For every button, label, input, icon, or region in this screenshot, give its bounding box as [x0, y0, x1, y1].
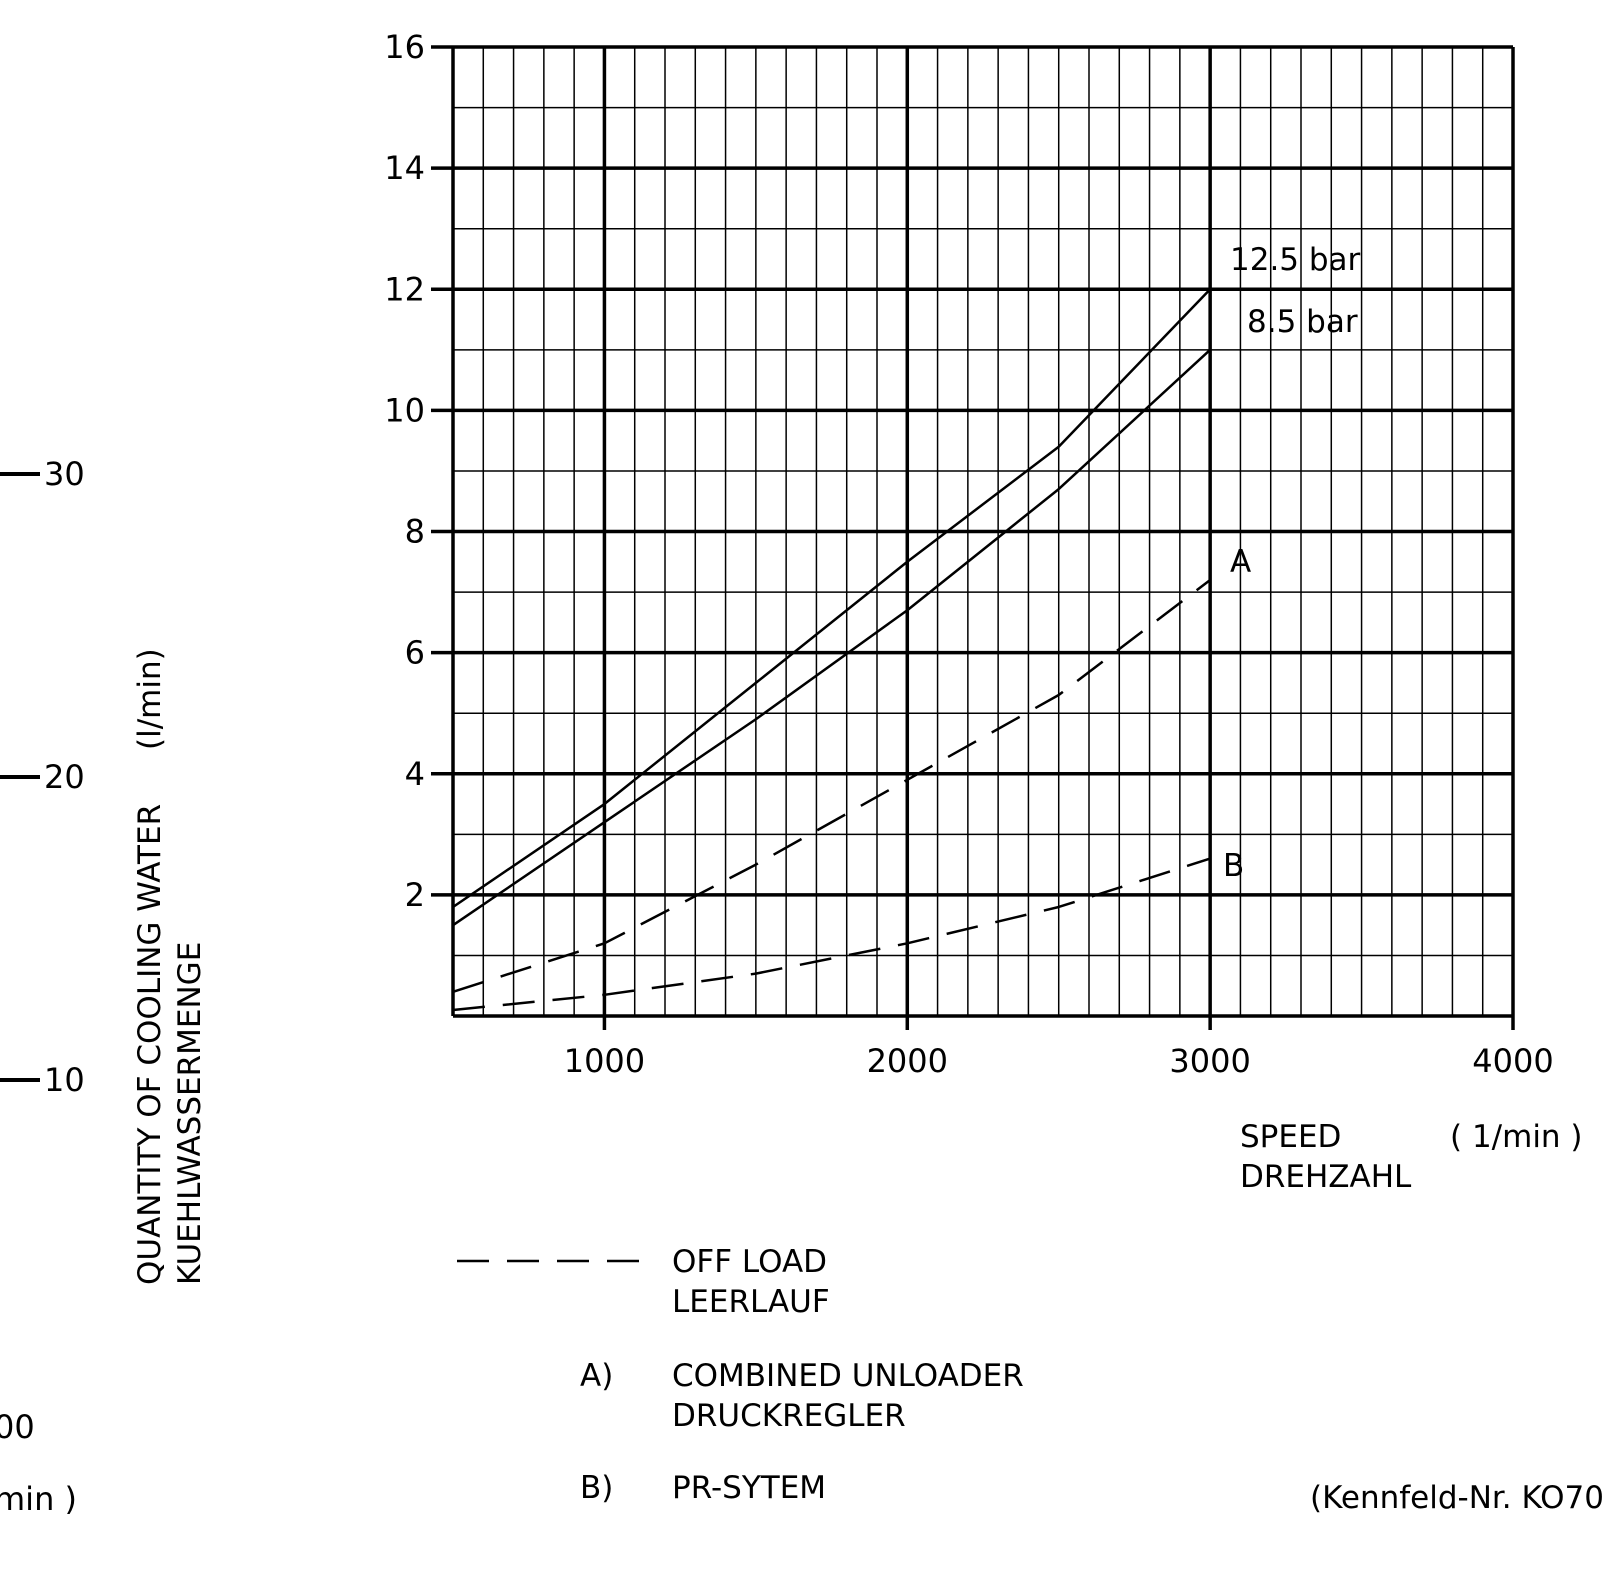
- legend-off-load-line2: LEERLAUF: [672, 1284, 830, 1320]
- series-label-12-5-bar: 12.5 bar: [1230, 242, 1361, 278]
- series-label-8-5-bar: 8.5 bar: [1247, 304, 1358, 340]
- legend: OFF LOAD LEERLAUF A) COMBINED UNLOADER D…: [457, 1244, 1024, 1506]
- x-axis-label-line1: SPEED: [1240, 1119, 1341, 1155]
- y-tick-label-2: 2: [405, 876, 425, 914]
- kennfeld-footnote: (Kennfeld-Nr. KO70: [1310, 1480, 1604, 1516]
- series-line-a: [452, 578, 1211, 993]
- y-axis-label-line2: KUEHLWASSERMENGE: [172, 942, 208, 1285]
- x-tick-label-3000: 3000: [1169, 1042, 1250, 1080]
- x-tick-label-1000: 1000: [564, 1042, 645, 1080]
- x-axis-label-line2: DREHZAHL: [1240, 1159, 1412, 1195]
- legend-off-load-line1: OFF LOAD: [672, 1244, 827, 1280]
- y-axis-title: QUANTITY OF COOLING WATER KUEHLWASSERMEN…: [132, 648, 208, 1285]
- tick-labels: 2 4 6 8 10 12 14 16 1000 2000 3000 4000: [384, 28, 1553, 1080]
- y-tick-label-8: 8: [405, 513, 425, 551]
- x-tick-label-2000: 2000: [867, 1042, 948, 1080]
- legend-a-key: A): [580, 1358, 613, 1394]
- series-label-a: A: [1230, 544, 1251, 580]
- x-tick-label-4000: 4000: [1472, 1042, 1553, 1080]
- series-line-12-5-bar: [452, 288, 1212, 909]
- grid: [453, 45, 1515, 1016]
- series-line-b: [452, 857, 1211, 1012]
- left-tick-label-20: 20: [44, 758, 85, 796]
- x-axis-unit: ( 1/min ): [1450, 1119, 1583, 1155]
- legend-a-text-line1: COMBINED UNLOADER: [672, 1358, 1024, 1394]
- axes: [431, 45, 1515, 1030]
- legend-b-text: PR-SYTEM: [672, 1470, 826, 1506]
- left-cut-tick: 00: [0, 1408, 35, 1446]
- y-tick-label-6: 6: [405, 634, 425, 672]
- left-tick-label-30: 30: [44, 455, 85, 493]
- y-tick-label-14: 14: [384, 149, 425, 187]
- y-tick-label-16: 16: [384, 28, 425, 66]
- y-tick-label-10: 10: [384, 391, 425, 429]
- series-line-8-5-bar: [452, 348, 1211, 927]
- left-scale: 30 20 10 00 min ): [0, 455, 85, 1518]
- y-axis-unit: (l/min): [132, 648, 168, 750]
- left-cut-unit: min ): [0, 1480, 77, 1518]
- legend-b-key: B): [580, 1470, 613, 1506]
- y-tick-label-4: 4: [405, 755, 425, 793]
- y-tick-label-12: 12: [384, 270, 425, 308]
- data-series: [452, 288, 1212, 1012]
- left-tick-label-10: 10: [44, 1061, 85, 1099]
- legend-a-text-line2: DRUCKREGLER: [672, 1398, 906, 1434]
- y-axis-label-line1: QUANTITY OF COOLING WATER: [132, 804, 168, 1285]
- series-label-b: B: [1223, 848, 1244, 884]
